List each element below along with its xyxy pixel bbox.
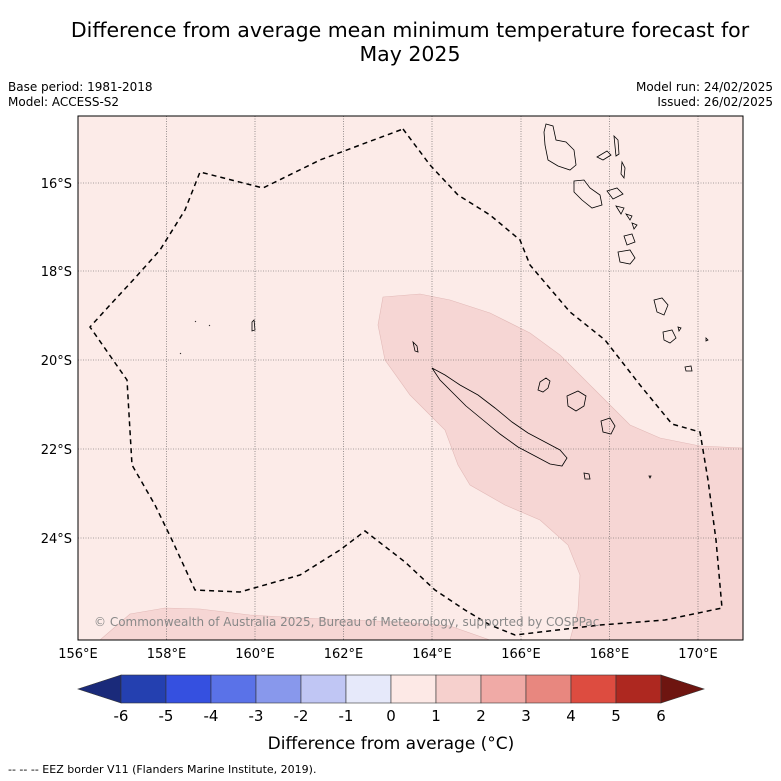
cbar-tick: -6	[114, 707, 129, 725]
ouvea-island	[537, 377, 551, 393]
colorbar-swatch	[480, 674, 527, 704]
ambrym-island	[606, 187, 624, 200]
lon-tick-156: 156°E	[58, 647, 98, 662]
cbar-tick: -5	[159, 707, 174, 725]
tanna-island	[653, 297, 669, 316]
belep-islands	[412, 340, 419, 353]
colorbar-label: Difference from average (°C)	[268, 734, 515, 754]
cbar-tick: -3	[249, 707, 264, 725]
gridlines	[78, 116, 743, 640]
colorbar	[77, 674, 705, 704]
aneityum-island	[662, 329, 677, 344]
colorbar-swatch	[300, 674, 347, 704]
cbar-tick: 4	[566, 707, 576, 725]
model-run: Model run: 24/02/2025	[635, 80, 773, 94]
longitude-axis: 156°E 158°E 160°E 162°E 164°E 166°E 168°…	[58, 647, 718, 662]
colorbar-swatch	[570, 674, 617, 704]
cbar-tick: 2	[476, 707, 486, 725]
lat-tick-20: 20°S	[41, 354, 72, 369]
lon-tick-170: 170°E	[678, 647, 718, 662]
cbar-tick: 6	[656, 707, 666, 725]
anomaly-region-1-2	[377, 293, 743, 640]
colorbar-swatch	[255, 674, 302, 704]
isle-of-pines	[583, 472, 591, 480]
lat-tick-24: 24°S	[41, 532, 72, 547]
cbar-tick: 1	[431, 707, 441, 725]
title-line-2: May 2025	[359, 42, 461, 66]
colorbar-swatch	[210, 674, 257, 704]
lon-tick-168: 168°E	[590, 647, 630, 662]
anomaly-region-south	[99, 607, 491, 640]
maewo-island	[613, 134, 620, 157]
efate-island	[623, 233, 636, 246]
shepherd-islands	[625, 213, 638, 230]
pentecost-island	[620, 160, 626, 180]
map-area: © Commonwealth of Australia 2025, Bureau…	[78, 116, 743, 640]
colorbar-swatch	[390, 674, 437, 704]
hunter-island	[648, 475, 652, 479]
lat-tick-22: 22°S	[41, 443, 72, 458]
colorbar-extend-low	[77, 674, 122, 704]
colorbar-extend-high	[660, 674, 705, 704]
erromango-island	[617, 249, 636, 265]
title-line-1: Difference from average mean minimum tem…	[70, 18, 750, 42]
base-period: Base period: 1981-2018	[8, 80, 153, 94]
malekula-island	[573, 179, 603, 209]
model-name: Model: ACCESS-S2	[8, 95, 120, 109]
espiritu-santo-island	[543, 123, 577, 171]
meta-left: Base period: 1981-2018 Model: ACCESS-S2	[8, 80, 153, 110]
eez-border	[89, 128, 723, 636]
lon-tick-164: 164°E	[412, 647, 452, 662]
cbar-tick: 0	[386, 707, 396, 725]
aniwa-island	[705, 337, 709, 342]
lon-tick-162: 162°E	[324, 647, 364, 662]
latitude-axis: 16°S 18°S 20°S 22°S 24°S	[41, 177, 72, 547]
colorbar-swatch	[435, 674, 482, 704]
new-caledonia-island	[431, 367, 568, 467]
map-frame	[77, 115, 744, 641]
lat-tick-16: 16°S	[41, 177, 72, 192]
chesterfield-islands	[251, 319, 256, 332]
map-title: Difference from average mean minimum tem…	[0, 18, 781, 66]
cbar-tick: 5	[611, 707, 621, 725]
lifou-island	[566, 390, 587, 412]
lon-tick-158: 158°E	[147, 647, 187, 662]
lon-tick-166: 166°E	[501, 647, 541, 662]
matthew-island	[684, 365, 693, 372]
small-reef-1	[179, 320, 211, 355]
cbar-tick: 3	[521, 707, 531, 725]
epi-island	[615, 205, 625, 215]
colorbar-swatch	[345, 674, 392, 704]
colorbar-swatch	[120, 674, 167, 704]
colorbar-ticks: -6 -5 -4 -3 -2 -1 0 1 2 3 4 5 6	[114, 707, 666, 725]
ambae-island	[596, 150, 612, 161]
issued-date: Issued: 26/02/2025	[657, 95, 773, 109]
colorbar-swatch	[165, 674, 212, 704]
lon-tick-160: 160°E	[235, 647, 275, 662]
footer-note: -- -- -- EEZ border V11 (Flanders Marine…	[8, 763, 317, 776]
cbar-tick: -4	[204, 707, 219, 725]
lat-tick-18: 18°S	[41, 265, 72, 280]
futuna-island	[677, 326, 682, 332]
cbar-tick: -1	[339, 707, 354, 725]
colorbar-swatch	[615, 674, 662, 704]
cbar-tick: -2	[294, 707, 309, 725]
meta-right: Model run: 24/02/2025 Issued: 26/02/2025	[636, 80, 773, 110]
copyright-text: © Commonwealth of Australia 2025, Bureau…	[94, 615, 599, 629]
colorbar-swatch	[525, 674, 572, 704]
mare-island	[600, 417, 616, 435]
